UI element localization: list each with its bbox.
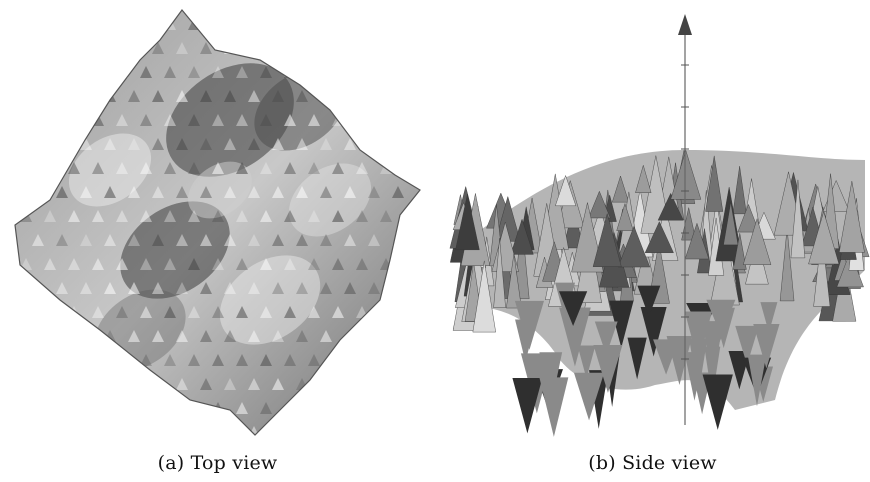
vertical-axis xyxy=(678,14,692,425)
top-view-surface-render xyxy=(14,9,421,436)
axis-arrow-icon xyxy=(678,14,692,35)
caption-side-view: (b) Side view xyxy=(588,452,717,474)
caption-top-view: (a) Top view xyxy=(157,452,278,474)
subfigure-top-view: (a) Top view xyxy=(14,9,421,474)
subfigure-side-view: (b) Side view xyxy=(435,0,870,482)
side-view-surface-render xyxy=(449,14,870,437)
